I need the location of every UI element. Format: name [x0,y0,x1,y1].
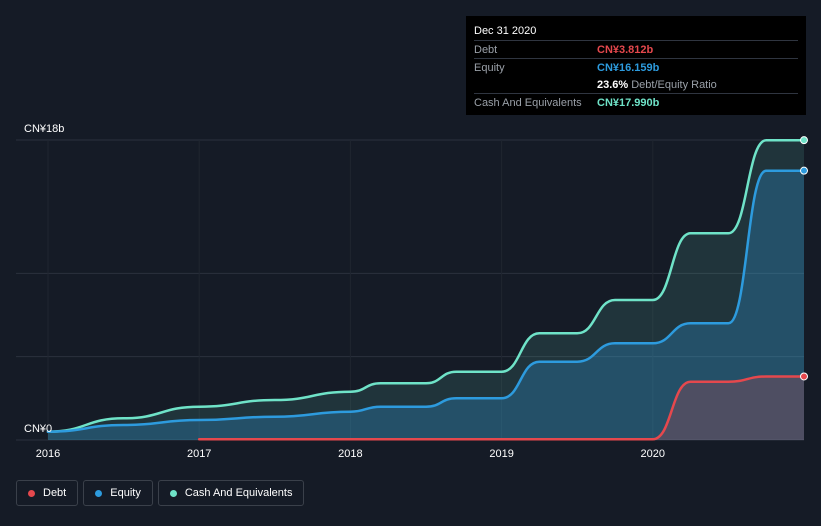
legend-dot-icon [95,489,103,497]
grid-lines [16,139,804,441]
legend-label: Equity [110,487,141,499]
tooltip-value: CN¥16.159b [597,61,660,74]
tooltip-row-debt: Debt CN¥3.812b [474,40,798,58]
legend-item-equity[interactable]: Equity [83,480,153,506]
series-line-equity [46,169,806,433]
x-tick-label: 2016 [36,448,60,460]
tooltip-value: CN¥17.990b [597,96,660,109]
ratio-value: 23.6% [597,78,629,91]
tooltip-row-cash: Cash And Equivalents CN¥17.990b [474,93,798,111]
series-areas [48,140,804,440]
x-axis-labels: 2016 2017 2018 2019 2020 [36,448,665,460]
ratio-label: Debt/Equity Ratio [631,78,717,91]
y-tick-label: CN¥0 [24,423,52,435]
series-line-debt [197,375,806,441]
y-tick-label: CN¥18b [24,123,64,135]
tooltip-label: Debt [474,43,498,56]
tooltip-date: Dec 31 2020 [474,25,537,37]
tooltip-row-equity: Equity CN¥16.159b [474,58,798,76]
legend-label: Debt [43,487,67,499]
legend-dot-icon [169,489,177,497]
tooltip-label: Cash And Equivalents [474,96,582,109]
x-tick-label: 2020 [641,448,665,460]
legend-label: Cash And Equivalents [184,487,293,499]
series-end-marker [800,372,808,381]
x-tick-label: 2017 [187,448,211,460]
series-end-markers [800,136,808,381]
tooltip-label: Equity [474,61,505,74]
x-tick-label: 2019 [489,448,513,460]
chart-legend: Debt Equity Cash And Equivalents [16,480,305,506]
series-area-equity [48,170,804,440]
tooltip-row-ratio: 23.6% Debt/Equity Ratio [474,76,798,93]
data-tooltip: Dec 31 2020 Debt CN¥3.812b Equity CN¥16.… [466,16,806,115]
tooltip-value: CN¥3.812b [597,43,654,56]
series-area-cash-and-equivalents [48,140,804,440]
x-tick-label: 2018 [338,448,362,460]
series-end-marker [800,136,808,145]
series-line-cash-and-equivalents [46,138,806,433]
series-lines [46,138,806,441]
legend-item-debt[interactable]: Debt [16,480,79,506]
y-axis-labels: CN¥0 CN¥18b [24,123,64,435]
series-area-debt [199,376,804,440]
series-end-marker [800,166,808,175]
legend-item-cash[interactable]: Cash And Equivalents [157,480,305,506]
legend-dot-icon [28,489,35,497]
